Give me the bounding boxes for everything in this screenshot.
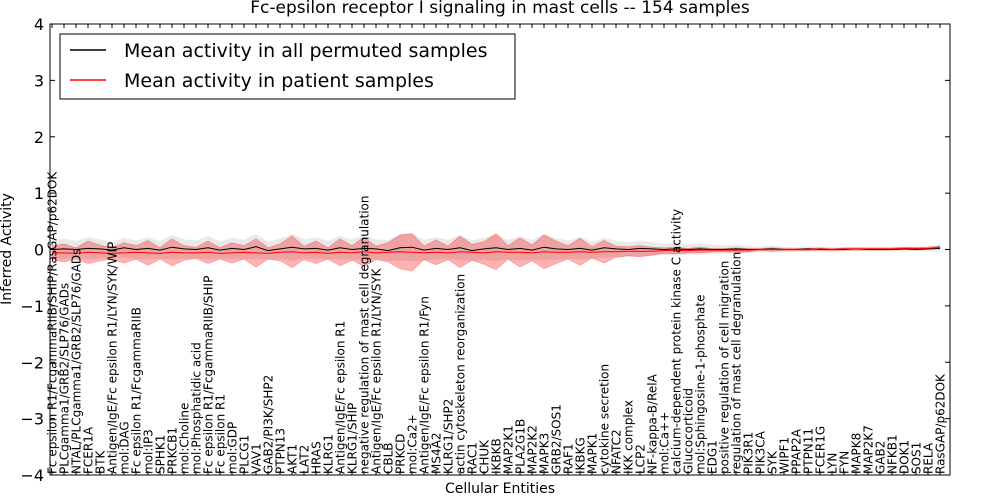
x-tick-label: mol:GDP bbox=[226, 422, 240, 474]
x-tick-label: NFATC2 bbox=[610, 429, 624, 474]
x-tick-label: GAB2/PI3K/SHP2 bbox=[262, 375, 276, 474]
x-tick-label: RAC1 bbox=[466, 442, 480, 474]
x-tick-label: Fc epsilon R1/FcgammaRIIB/SHIP bbox=[202, 276, 216, 474]
x-tick-labels: Fc epsilon R1/FcgammaRIIB/SHIP/RasGAP/p6… bbox=[46, 24, 948, 475]
y-tick-label: 0 bbox=[34, 241, 44, 260]
x-tick-label: CBLB bbox=[382, 442, 396, 474]
x-tick-label: PRKCD bbox=[394, 434, 408, 474]
x-tick-label: NF-kappa-B/RelA bbox=[646, 373, 660, 474]
x-tick-label: HRAS bbox=[310, 441, 324, 474]
y-axis-label: Inferred Activity bbox=[0, 193, 15, 305]
x-tick-label: mol:Ca2+ bbox=[406, 414, 420, 474]
x-tick-label: mol:Phosphatidic acid bbox=[190, 342, 204, 474]
x-tick-label: IKBKG bbox=[574, 437, 588, 474]
x-tick-label: NFKB1 bbox=[886, 434, 900, 474]
x-tick-label: PTPN11 bbox=[802, 428, 816, 474]
x-tick-label: Fc epsilon R1/FcgammaRIIB/SHIP/RasGAP/p6… bbox=[46, 171, 60, 474]
x-tick-label: regulation of mast cell degranulation bbox=[730, 252, 744, 474]
x-tick-label: PLA2G1B bbox=[514, 419, 528, 474]
x-tick-label: PIK3R1 bbox=[742, 432, 756, 474]
x-tick-label: PLCgamma1/GRB2/SLP76/GADs bbox=[58, 283, 72, 474]
x-tick-label: MAP2K1 bbox=[502, 425, 516, 474]
x-tick-label: KLRG1 bbox=[322, 434, 336, 474]
x-tick-label: GAB2 bbox=[874, 441, 888, 474]
y-tick-label: 1 bbox=[34, 184, 44, 203]
x-tick-label: PIK3CA bbox=[754, 430, 768, 474]
y-tick-label: −2 bbox=[20, 353, 44, 372]
x-tick-label: MAPK3 bbox=[538, 433, 552, 474]
x-tick-label: actin cytoskeleton reorganization bbox=[454, 274, 468, 474]
x-tick-label: MAPK8 bbox=[850, 433, 864, 474]
x-tick-label: SYK bbox=[766, 450, 780, 474]
x-tick-label: calcium-dependent protein kinase C activ… bbox=[670, 209, 684, 474]
y-tick-label: 4 bbox=[34, 15, 44, 34]
x-tick-label: Fc epsilon R1/FcgammaRIIB bbox=[130, 307, 144, 474]
x-tick-label: mol:Ca++ bbox=[658, 412, 672, 474]
permuted-band bbox=[52, 233, 940, 262]
x-tick-label: MAP2K7 bbox=[862, 425, 876, 474]
legend-frame bbox=[59, 33, 516, 100]
x-tick-label: IKBKB bbox=[490, 438, 504, 474]
x-tick-label: PRKCB1 bbox=[166, 427, 180, 474]
x-tick-label: LYN bbox=[826, 453, 840, 474]
x-tick-label: mol:DAG bbox=[118, 421, 132, 474]
legend-label-permuted: Mean activity in all permuted samples bbox=[124, 40, 487, 62]
x-tick-label: mol:IP3 bbox=[142, 429, 156, 474]
x-tick-label: negative regulation of mast cell degranu… bbox=[358, 195, 372, 474]
y-tick-label: 3 bbox=[34, 71, 44, 90]
x-tick-label: GRB2/SOS1 bbox=[550, 404, 564, 474]
x-tick-label: AKT1 bbox=[286, 444, 300, 474]
x-tick-label: DOK1 bbox=[898, 440, 912, 474]
x-axis-label: Cellular Entities bbox=[445, 481, 555, 497]
x-tick-label: CHUK bbox=[478, 439, 492, 474]
patient-mean-line bbox=[52, 246, 941, 254]
x-tick-label: SOS1 bbox=[910, 442, 924, 474]
x-tick-label: MS4A2 bbox=[430, 433, 444, 474]
x-tick-label: PPAP2A bbox=[790, 428, 804, 474]
x-tick-label: PTPN13 bbox=[274, 428, 288, 474]
x-tick-label: PLCG1 bbox=[238, 435, 252, 474]
x-tick-label: Antigen/IgE/Fc epsilon R1/LYN/SYK/WIP bbox=[106, 242, 120, 474]
x-tick-label: LAT2 bbox=[298, 445, 312, 474]
x-tick-label: LCP2 bbox=[634, 444, 648, 474]
y-tick-label: −1 bbox=[20, 297, 44, 316]
legend-label-patient: Mean activity in patient samples bbox=[124, 70, 434, 92]
x-tick-label: RAF1 bbox=[562, 443, 576, 474]
x-tick-label: Antigen/IgE/Fc epsilon R1 bbox=[334, 321, 348, 474]
x-tick-label: MAP2K2 bbox=[526, 425, 540, 474]
x-tick-label: FCER1A bbox=[82, 426, 96, 474]
x-tick-label: positive regulation of cell migration bbox=[718, 261, 732, 474]
x-tick-label: EDG1 bbox=[706, 440, 720, 474]
x-tick-label: KLRG1/SHP2 bbox=[442, 399, 456, 474]
y-tick-label: −4 bbox=[20, 466, 44, 485]
x-tick-label: Fc epsilon R1 bbox=[214, 394, 228, 474]
legend: Mean activity in all permuted samples Me… bbox=[59, 33, 516, 100]
x-tick-label: IKK complex bbox=[622, 400, 636, 474]
x-tick-label: mol:Sphingosine-1-phosphate bbox=[694, 295, 708, 475]
x-tick-label: SPHK1 bbox=[154, 435, 168, 474]
x-tick-label: FYN bbox=[838, 451, 852, 474]
y-tick-label: −3 bbox=[20, 410, 44, 429]
x-tick-label: FCER1G bbox=[814, 426, 828, 474]
x-tick-label: Antigen/IgE/Fc epsilon R1/Fyn bbox=[418, 296, 432, 474]
x-tick-label: WIPF1 bbox=[778, 437, 792, 474]
x-tick-label: Antigen/IgE/Fc epsilon R1/LYN/SYK bbox=[370, 267, 384, 474]
chart-title: Fc-epsilon receptor I signaling in mast … bbox=[250, 0, 750, 18]
x-tick-label: RELA bbox=[922, 442, 936, 474]
plot-area bbox=[51, 233, 941, 272]
y-tick-label: 2 bbox=[34, 128, 44, 147]
x-tick-label: RasGAP/p62DOK bbox=[934, 373, 948, 474]
x-tick-label: NTAL/PLCgamma1/GRB2/SLP76/GADs bbox=[70, 249, 84, 474]
axes: −4 −3 −2 −1 0 1 2 3 4 bbox=[20, 15, 950, 485]
x-tick-label: VAV1 bbox=[250, 443, 264, 474]
x-tick-label: Glucocorticoid bbox=[682, 388, 696, 474]
x-tick-label: BTK bbox=[94, 449, 108, 474]
x-tick-label: KLRG1/SHIP bbox=[346, 403, 360, 474]
x-tick-label: MAPK1 bbox=[586, 433, 600, 474]
x-tick-label: cytokine secretion bbox=[598, 364, 612, 474]
x-tick-label: mol:Choline bbox=[178, 403, 192, 474]
